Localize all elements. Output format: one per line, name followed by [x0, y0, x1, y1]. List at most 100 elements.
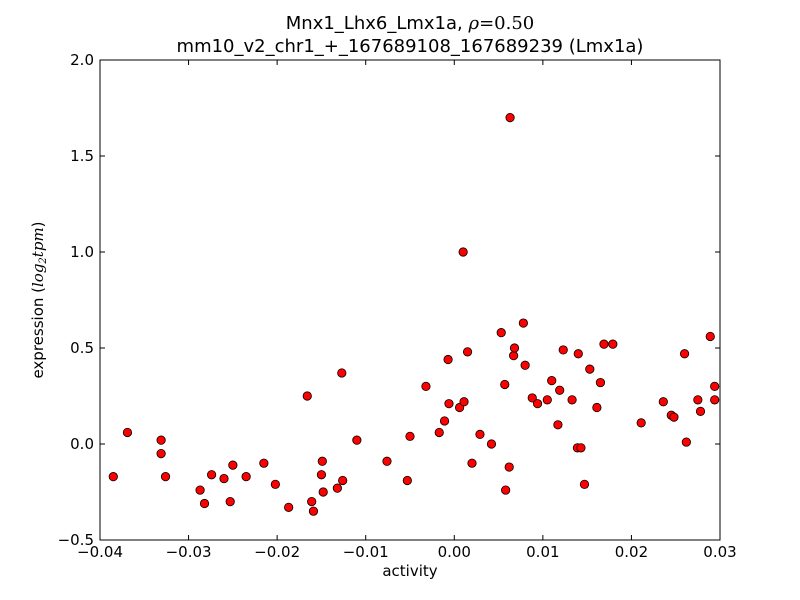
data-point [458, 247, 468, 257]
data-point [505, 113, 515, 123]
data-point [382, 456, 392, 466]
chart-title-prefix: Mnx1_Lhx6_Lmx1a, [286, 13, 469, 34]
x-tick-label: 0.03 [703, 543, 736, 561]
data-point [636, 418, 646, 428]
data-point [695, 406, 706, 416]
chart-title-line1: Mnx1_Lhx6_Lmx1a, ρ=0.50 [286, 13, 535, 34]
data-point [421, 381, 431, 391]
data-point [500, 379, 510, 390]
y-axis-label-unit: log [29, 264, 47, 287]
data-point [567, 395, 577, 405]
data-point [592, 402, 602, 413]
data-point [518, 318, 528, 328]
data-point [332, 483, 342, 493]
data-point [553, 420, 563, 430]
data-points [108, 113, 720, 516]
data-point [658, 397, 668, 407]
data-point [486, 439, 497, 449]
data-point [317, 456, 327, 466]
data-point [679, 349, 690, 359]
data-point [219, 473, 229, 484]
y-tick-label: −0.5 [58, 531, 94, 549]
data-point [195, 485, 205, 495]
data-point [527, 393, 537, 403]
data-point [228, 460, 238, 470]
data-point [504, 462, 514, 472]
y-tick-label: 1.5 [70, 147, 94, 165]
x-tick-label: −0.02 [254, 543, 300, 561]
data-point [520, 360, 530, 370]
data-point [122, 427, 133, 438]
x-tick-label: −0.01 [343, 543, 389, 561]
y-axis-label-unit-sub: 2 [38, 257, 49, 264]
y-tick-label: 0.5 [70, 339, 94, 357]
data-point [509, 343, 520, 353]
data-point [160, 472, 171, 482]
data-point [547, 376, 557, 386]
data-point [241, 472, 251, 482]
y-axis-label-prefix: expression ( [29, 287, 47, 379]
data-point [573, 349, 583, 359]
x-tick-label: 0.01 [526, 543, 559, 561]
data-point [475, 429, 485, 439]
data-point [307, 496, 317, 507]
data-point [467, 458, 477, 468]
data-point [284, 502, 294, 512]
data-point [496, 328, 506, 338]
y-axis-label-suffix: ) [29, 221, 47, 227]
data-point [459, 397, 469, 407]
plot-area [99, 59, 721, 541]
data-point [542, 395, 552, 405]
y-tick-label: 1.0 [70, 243, 94, 261]
data-point [308, 506, 319, 516]
data-point [352, 435, 362, 445]
data-point [705, 331, 715, 342]
data-point [316, 470, 327, 480]
y-tick-label: 2.0 [70, 51, 94, 69]
x-tick-label: 0.02 [615, 543, 648, 561]
data-point [302, 391, 312, 401]
data-point [434, 427, 444, 438]
data-point [681, 437, 691, 447]
data-point [444, 399, 454, 409]
data-point [710, 381, 720, 391]
data-point [509, 351, 519, 361]
data-point [156, 448, 166, 459]
chart-title-line2: mm10_v2_chr1_+_167689108_167689239 (Lmx1… [177, 36, 644, 57]
data-point [402, 475, 412, 486]
chart-title-rho-value: =0.50 [479, 13, 534, 34]
data-point [108, 472, 118, 482]
data-point [576, 443, 586, 453]
data-point [595, 377, 606, 388]
data-point [608, 339, 618, 349]
y-axis-label-unit-rest: tpm [29, 227, 47, 257]
data-point [579, 479, 590, 489]
data-point [443, 354, 453, 365]
data-point [669, 412, 679, 422]
data-point [225, 496, 235, 507]
data-point [710, 395, 720, 405]
data-point [405, 431, 415, 441]
data-point [439, 416, 450, 426]
data-point [337, 368, 347, 378]
y-tick-label: 0.0 [70, 435, 94, 453]
x-tick-label: −0.04 [77, 543, 123, 561]
data-point [318, 487, 328, 497]
data-point [555, 385, 565, 395]
x-tick-label: −0.03 [166, 543, 212, 561]
data-point [199, 498, 210, 509]
data-point [693, 395, 703, 405]
data-point [207, 470, 217, 480]
data-point [338, 475, 348, 486]
x-axis-label: activity [382, 562, 437, 580]
data-point [259, 458, 269, 468]
data-point [462, 347, 473, 357]
data-point [585, 364, 595, 374]
data-point [270, 479, 280, 489]
chart-title-rho-symbol: ρ [467, 13, 479, 34]
x-tick-label: 0.00 [438, 543, 471, 561]
axis-ticks: −0.04 −0.03 −0.02 −0.01 0.00 0.01 0.02 0.03 −0.5… [58, 51, 737, 561]
y-axis-label: expression (log2tpm) [29, 221, 49, 378]
data-point [532, 399, 543, 409]
